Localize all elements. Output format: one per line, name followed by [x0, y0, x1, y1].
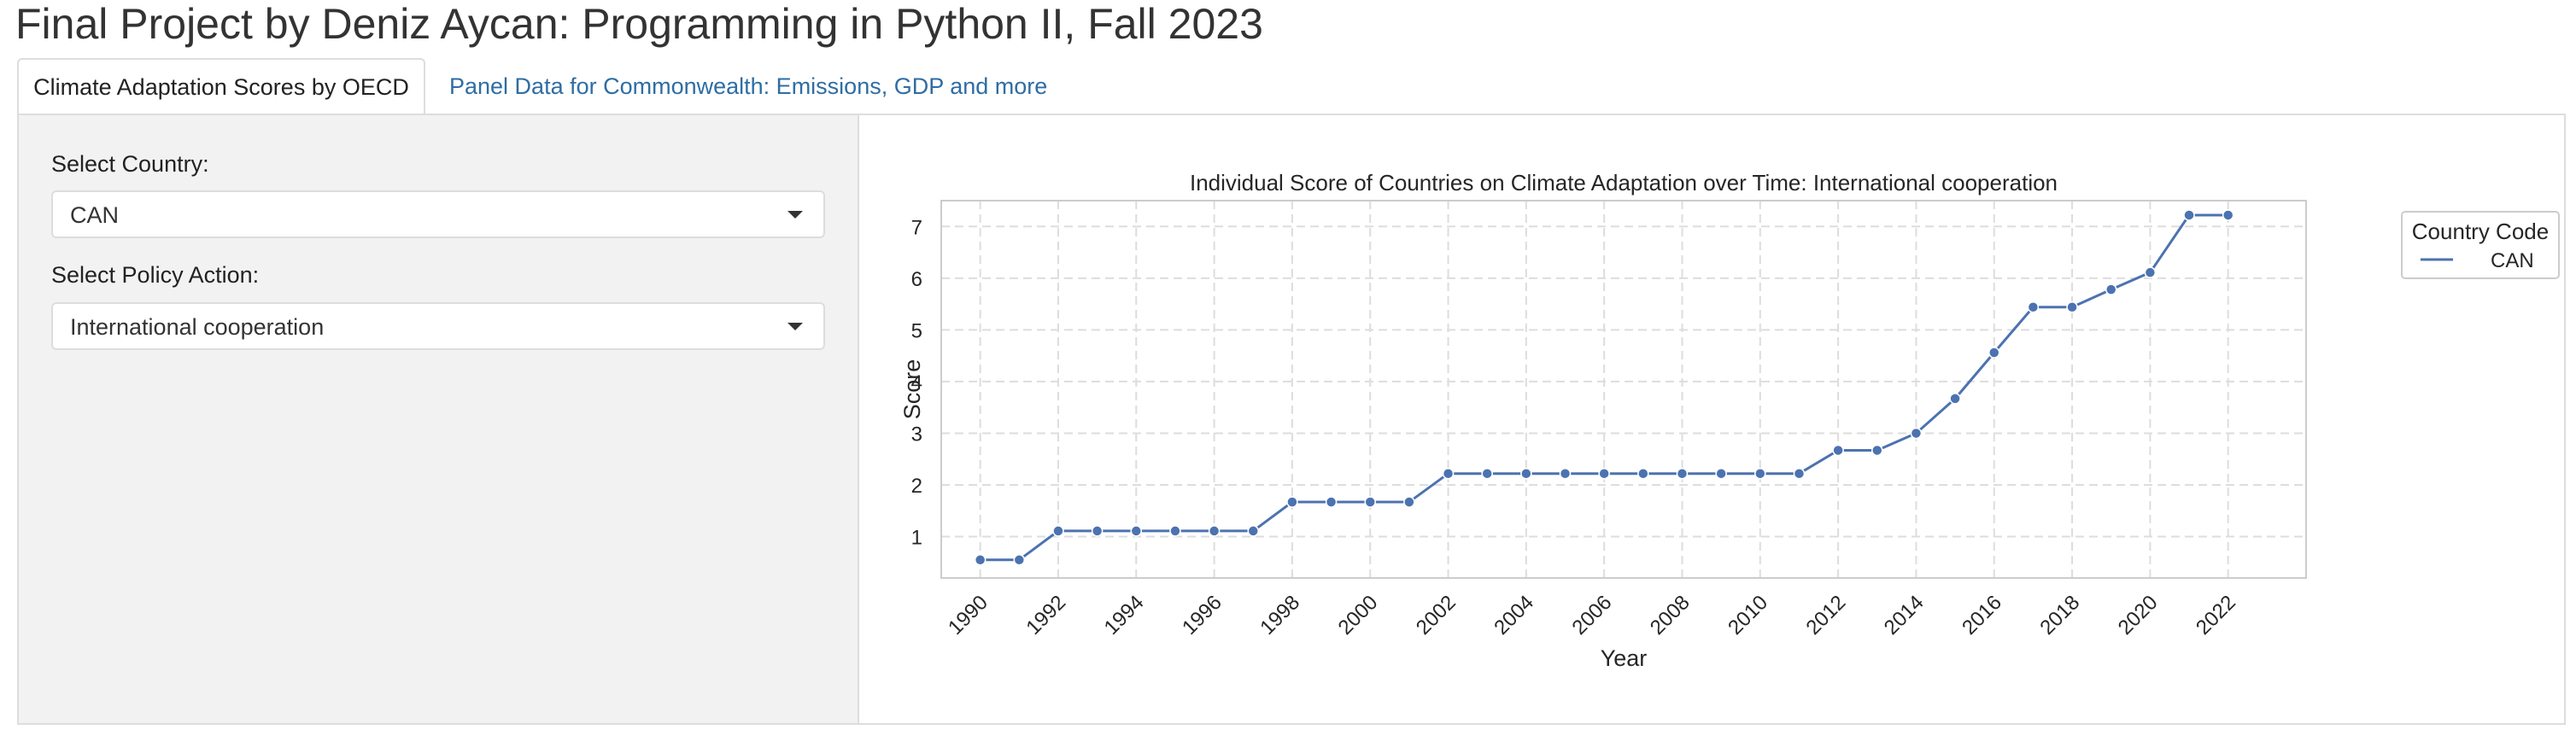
x-tick-label: 1990	[944, 591, 992, 639]
data-point	[1520, 467, 1532, 480]
legend-label-can: CAN	[2491, 249, 2534, 272]
x-tick-labels: 1990 1992 1994 1996 1998 2000 2002 2004 2006 2008…	[944, 591, 2240, 639]
data-point	[1325, 496, 1338, 508]
policy-action-select-value: International cooperation	[70, 314, 325, 340]
data-point	[2183, 209, 2195, 221]
y-tick-label: 7	[911, 216, 922, 239]
country-select[interactable]: CAN	[51, 190, 825, 238]
data-point	[1754, 467, 1766, 480]
data-point	[1793, 467, 1806, 480]
y-tick-label: 1	[911, 527, 922, 550]
legend-title: Country Code	[2412, 219, 2549, 244]
chart-area: 1 2 3 4 5 6 7 1990 1992 1994 1996 1998 2000 2002 2004…	[859, 115, 2566, 723]
data-point	[2027, 301, 2040, 313]
x-tick-label: 1992	[1022, 591, 1070, 639]
data-point	[1676, 467, 1689, 480]
chart-title: Individual Score of Countries on Climate…	[1190, 170, 2058, 196]
legend-box	[2401, 211, 2560, 279]
data-point	[2222, 209, 2234, 221]
y-tick-labels: 1 2 3 4 5 6 7	[911, 216, 922, 549]
data-point	[1247, 525, 1260, 537]
y-axis-label: Score	[899, 359, 925, 420]
data-point	[1949, 393, 1961, 405]
data-point	[1715, 467, 1727, 480]
policy-action-select[interactable]: International cooperation	[51, 302, 825, 350]
data-point	[1598, 467, 1610, 480]
select-policy-action-label: Select Policy Action:	[51, 262, 260, 288]
data-point	[1832, 444, 1844, 457]
data-point	[1130, 525, 1143, 537]
x-tick-label: 2014	[1880, 591, 1929, 639]
data-point	[1988, 347, 2000, 359]
x-tick-label: 2018	[2035, 591, 2084, 639]
x-tick-label: 2008	[1646, 591, 1695, 639]
series-layer	[974, 209, 2234, 566]
page-title: Final Project by Deniz Aycan: Programmin…	[15, 0, 1263, 48]
y-tick-label: 5	[911, 319, 922, 342]
data-point	[1637, 467, 1649, 480]
data-point	[1052, 525, 1064, 537]
x-tick-label: 2012	[1802, 591, 1851, 639]
y-tick-label: 4	[911, 371, 922, 394]
x-tick-label: 1996	[1178, 591, 1227, 639]
tab-panel-data-commonwealth[interactable]: Panel Data for Commonwealth: Emissions, …	[449, 73, 1048, 99]
chevron-down-icon	[787, 211, 803, 219]
x-tick-label: 2020	[2114, 591, 2163, 639]
legend: Country Code CAN	[2401, 211, 2560, 279]
tab-content-panel: Select Country: CAN Select Policy Action…	[17, 114, 2566, 725]
data-point	[1559, 467, 1572, 480]
data-point	[2066, 301, 2078, 313]
plot-frame	[940, 200, 2307, 579]
x-tick-label: 1994	[1100, 591, 1149, 639]
data-point	[1481, 467, 1493, 480]
x-axis-label: Year	[1601, 645, 1648, 671]
x-tick-label: 1998	[1256, 591, 1304, 639]
data-point	[1169, 525, 1181, 537]
chevron-down-icon	[787, 323, 803, 330]
score-line-chart: 1 2 3 4 5 6 7 1990 1992 1994 1996 1998 2000 2002 2004…	[899, 170, 2560, 671]
tab-bar: Climate Adaptation Scores by OECD Panel …	[17, 58, 1069, 114]
y-tick-label: 6	[911, 268, 922, 291]
grid-lines	[941, 201, 2306, 578]
x-tick-label: 2004	[1490, 591, 1538, 639]
data-point	[1871, 444, 1883, 457]
data-point	[2144, 266, 2157, 278]
data-point	[1286, 496, 1298, 508]
data-point	[1208, 525, 1221, 537]
country-select-value: CAN	[70, 202, 120, 228]
data-point	[1910, 427, 1923, 440]
data-point	[1442, 467, 1455, 480]
y-tick-label: 2	[911, 475, 922, 498]
select-country-label: Select Country:	[51, 151, 209, 177]
x-tick-label: 2000	[1334, 591, 1383, 639]
x-tick-label: 2022	[2192, 591, 2240, 639]
data-point	[1091, 525, 1104, 537]
data-point	[2105, 283, 2117, 295]
data-point	[974, 554, 986, 566]
x-tick-label: 2002	[1412, 591, 1461, 639]
y-tick-label: 3	[911, 423, 922, 446]
tab-climate-adaptation-scores[interactable]: Climate Adaptation Scores by OECD	[17, 58, 425, 114]
data-point	[1013, 554, 1026, 566]
data-point	[1403, 496, 1415, 508]
x-tick-label: 2006	[1568, 591, 1617, 639]
data-point	[1364, 496, 1376, 508]
x-tick-label: 2010	[1724, 591, 1772, 639]
sidebar-panel: Select Country: CAN Select Policy Action…	[19, 115, 859, 723]
x-tick-label: 2016	[1958, 591, 2006, 639]
